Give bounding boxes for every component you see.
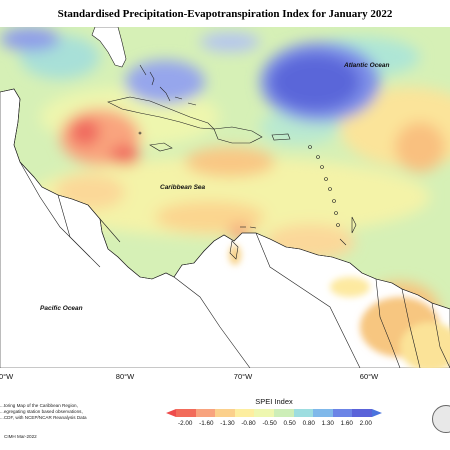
legend-tick-label: 2.00 (359, 420, 372, 427)
legend-color-segment (234, 409, 255, 417)
legend-colorbar (166, 408, 382, 418)
source-note-line: ...egregating station based observations… (0, 409, 83, 414)
legend-tick-label: -2.00 (178, 420, 193, 427)
source-note-line: ...CDF, with NCEP/NCAR Reanalysis Data (0, 415, 87, 420)
legend-low-arrow (166, 409, 176, 417)
map-credit: CIMH Mar-2022 (4, 434, 37, 439)
legend-tick-label: 1.60 (340, 420, 353, 427)
legend-color-segment (293, 409, 314, 417)
source-note-line: ...toring Map of the Caribbean Region, (0, 403, 78, 408)
legend-tick-label: 0.50 (283, 420, 296, 427)
legend-tick-label: 0.80 (302, 420, 315, 427)
legend-tick-label: -0.80 (241, 420, 256, 427)
legend-color-segment (332, 409, 353, 417)
legend-tick-label: -1.30 (220, 420, 235, 427)
longitude-tick: 90°W (0, 372, 14, 381)
map-title: Standardised Precipitation-Evapotranspir… (57, 8, 393, 20)
legend-title: SPEI Index (255, 397, 293, 406)
legend-tick-label: 1.30 (321, 420, 334, 427)
legend-tick-label: -0.50 (262, 420, 277, 427)
legend-color-segment (273, 409, 294, 417)
longitude-tick: 80°W (115, 372, 135, 381)
legend-color-segment (215, 409, 235, 417)
atlantic-ocean-label: Atlantic Ocean (344, 62, 390, 69)
legend-high-arrow (371, 409, 382, 417)
caribbean-sea-label: Caribbean Sea (160, 184, 206, 191)
organization-logo (432, 405, 450, 433)
legend-color-segment (195, 409, 216, 417)
legend-tick-labels: -2.00 -1.60 -1.30 -0.80 -0.50 0.50 0.80 1.30 1.6… (178, 420, 372, 427)
spei-legend: SPEI Index -2.00 -1.60 -1.30 -0.80 -0.50 0.50… (166, 397, 382, 427)
legend-color-segment (254, 409, 274, 417)
pacific-ocean-label: Pacific Ocean (40, 305, 83, 312)
spei-map (0, 27, 450, 368)
legend-tick-label: -1.60 (199, 420, 214, 427)
legend-color-segment (352, 409, 372, 417)
coastlines (0, 64, 450, 368)
map-source-note: ...toring Map of the Caribbean Region, .… (0, 403, 120, 421)
longitude-tick: 70°W (233, 372, 253, 381)
legend-color-segment (313, 409, 333, 417)
legend-color-segment (176, 409, 196, 417)
longitude-tick: 60°W (359, 372, 379, 381)
